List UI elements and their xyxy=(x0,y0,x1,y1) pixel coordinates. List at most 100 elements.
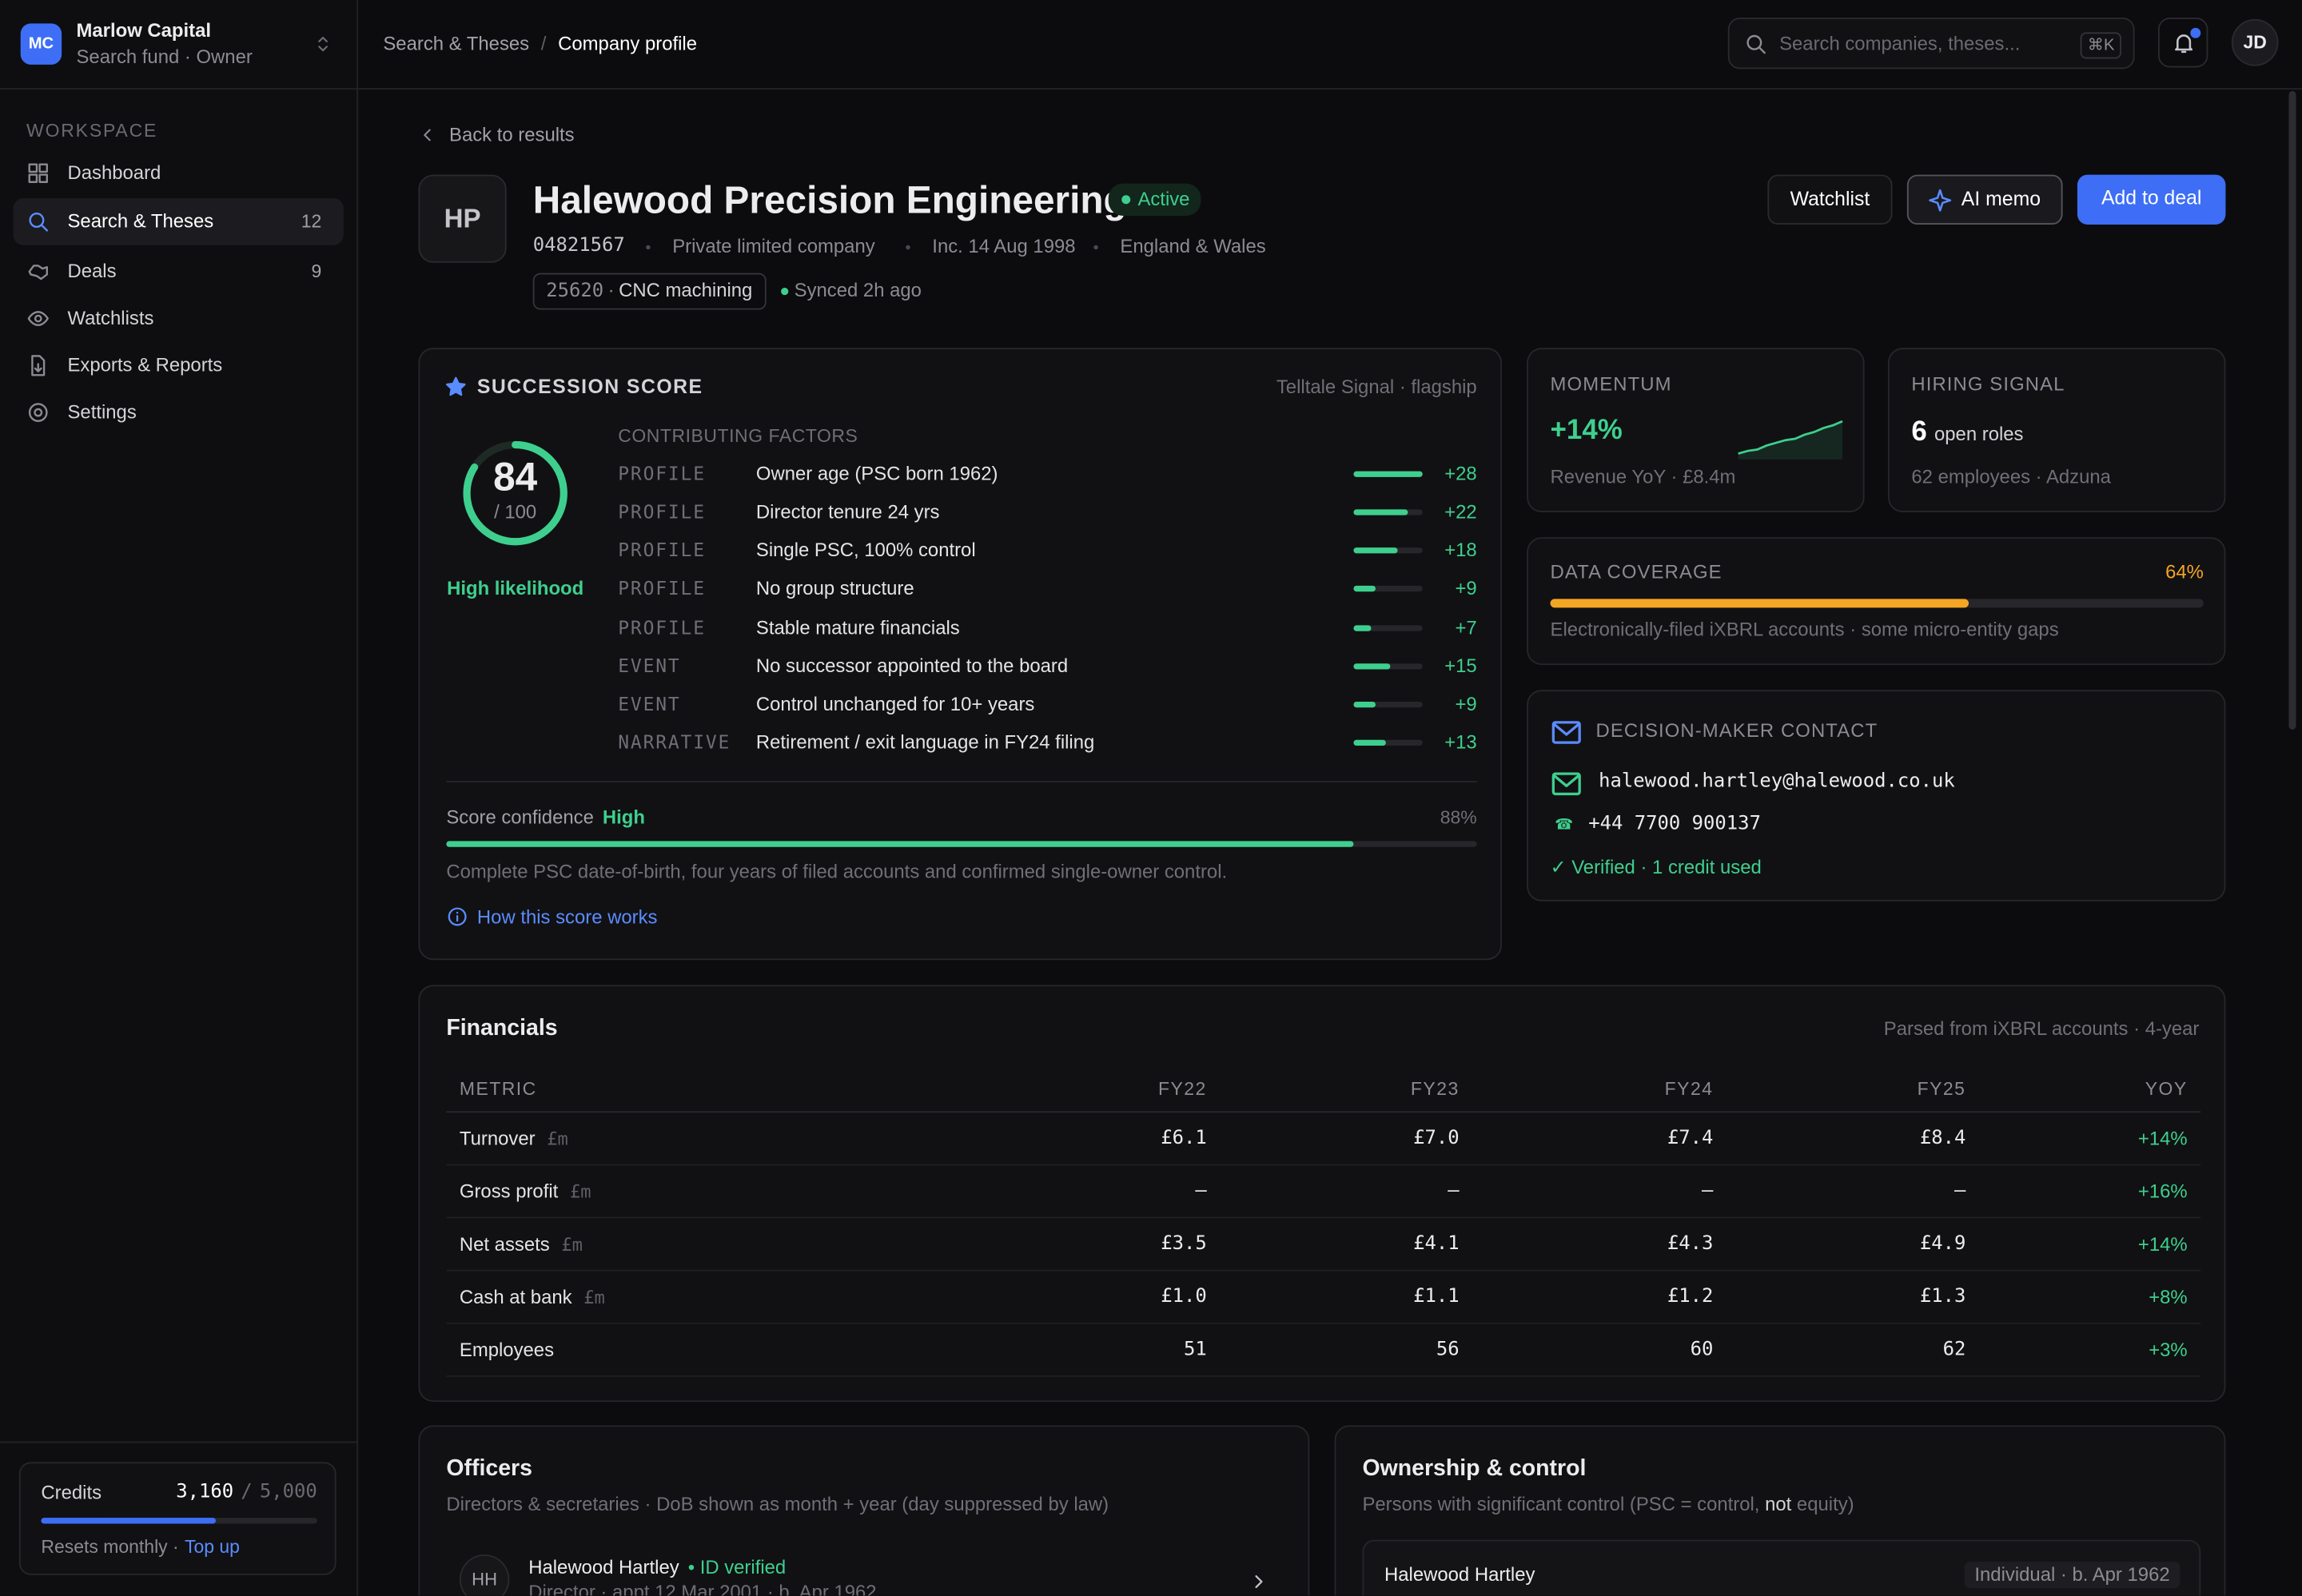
cell: £6.1 xyxy=(1161,1127,1207,1150)
action-button[interactable]: Watchlist xyxy=(1767,174,1893,225)
contact-phone: +44 7700 900137 xyxy=(1588,813,1761,836)
icon xyxy=(31,355,46,376)
coverage-value: 64% xyxy=(2165,560,2204,583)
icon xyxy=(27,311,49,327)
factor-value: +22 xyxy=(1444,500,1477,523)
icon-part xyxy=(28,403,48,422)
cell: – xyxy=(1954,1180,1966,1203)
factor-label: Director tenure 24 yrs xyxy=(755,500,940,523)
sidebar: MC Marlow Capital Search fund · Owner WORKS… xyxy=(0,0,359,1596)
count: 6 xyxy=(1911,416,1927,448)
back-link[interactable]: Back to results xyxy=(449,123,575,145)
card-title: SUCCESSION SCORE xyxy=(476,376,703,398)
column-header: FY23 xyxy=(1410,1078,1460,1100)
metric-unit: £m xyxy=(583,1287,605,1308)
icon xyxy=(448,907,467,926)
credits-used: 3,160 xyxy=(176,1481,234,1503)
nav-item[interactable]: Exports & Reports xyxy=(14,342,344,389)
nav-label: Search & Theses xyxy=(67,209,214,233)
verdict: High likelihood xyxy=(447,576,584,599)
nav-item[interactable]: Watchlists xyxy=(14,295,344,342)
breadcrumb-sep: / xyxy=(540,32,547,54)
row-rule xyxy=(446,1322,2201,1324)
score-ring xyxy=(463,440,568,546)
column-header: FY22 xyxy=(1158,1078,1207,1100)
icon-part xyxy=(34,314,42,323)
sparkline-line xyxy=(1738,420,1843,455)
column-header: FY25 xyxy=(1917,1078,1966,1100)
sic-code: 25620 xyxy=(546,280,604,303)
credits-reset: Resets monthly · xyxy=(41,1537,179,1558)
cell: £1.0 xyxy=(1161,1285,1207,1308)
score-value: 84 xyxy=(493,455,538,499)
divider xyxy=(0,88,359,90)
row-rule xyxy=(446,1269,2201,1272)
org-name: Marlow Capital xyxy=(76,18,212,42)
top-up-link[interactable]: Top up xyxy=(185,1537,240,1558)
credits-fill xyxy=(41,1518,216,1524)
action-button[interactable]: AI memo xyxy=(1906,174,2063,225)
factor-value: +7 xyxy=(1455,615,1477,639)
factor-bar xyxy=(1353,586,1376,592)
officer-name: Halewood Hartley • ID verified xyxy=(528,1554,786,1581)
cell: £1.2 xyxy=(1667,1285,1714,1308)
hiring-note: 62 employees · Adzuna xyxy=(1911,465,2111,488)
factor-kind: PROFILE xyxy=(618,615,706,639)
coverage-card: DATA COVERAGE 64% Electronically-filed iXB… xyxy=(1527,537,2226,666)
breadcrumb: Search & Theses / Company profile xyxy=(383,31,697,58)
succession-card: SUCCESSION SCORE Telltale Signal · flagsh… xyxy=(418,348,1502,961)
breadcrumb-item[interactable]: Search & Theses xyxy=(383,32,530,54)
icon-part xyxy=(1551,721,1581,744)
officer-detail: Director · appt 12 Mar 2001 · b. Apr 196… xyxy=(528,1581,877,1596)
metric: Cash at bank £m xyxy=(460,1284,605,1311)
nav-item[interactable]: Search & Theses 12 xyxy=(13,197,344,245)
cell: £7.4 xyxy=(1667,1127,1714,1150)
coverage-note: Electronically-filed iXBRL accounts · so… xyxy=(1550,618,2059,640)
icon xyxy=(28,163,48,183)
factor-value: +13 xyxy=(1444,730,1477,754)
metric-name: Cash at bank xyxy=(459,1285,572,1308)
card-source: Telltale Signal · flagship xyxy=(1276,376,1477,398)
meta-dot xyxy=(1093,245,1098,250)
factor-value: +15 xyxy=(1444,654,1477,677)
cell: £8.4 xyxy=(1919,1127,1966,1150)
column-header: METRIC xyxy=(459,1078,537,1100)
yoy: +14% xyxy=(2137,1127,2188,1150)
factor-track xyxy=(1353,624,1423,631)
sparkline xyxy=(1738,420,1843,460)
factor-bar xyxy=(1353,509,1408,515)
icon-part xyxy=(34,408,43,417)
nav-badge: 9 xyxy=(311,261,322,282)
icon-part xyxy=(1552,722,1580,736)
nav-label: Deals xyxy=(67,260,117,282)
factor-kind: PROFILE xyxy=(618,462,706,485)
nav-item[interactable]: Settings xyxy=(14,389,344,436)
subtitle-post: equity) xyxy=(1791,1492,1854,1515)
nav-item[interactable]: Dashboard xyxy=(14,149,344,197)
card-title: Officers xyxy=(446,1456,532,1482)
nav-item[interactable]: Deals 9 xyxy=(14,248,344,295)
score-help-link[interactable]: How this score works xyxy=(476,905,658,928)
psc-tag: Individual · b. Apr 1962 xyxy=(1964,1562,2181,1589)
unit: open roles xyxy=(1934,422,2024,445)
action-button[interactable]: Add to deal xyxy=(2077,174,2226,225)
factor-label: Owner age (PSC born 1962) xyxy=(755,462,998,485)
org-subtitle: Search fund · Owner xyxy=(76,45,253,68)
icon xyxy=(1929,189,1952,212)
sic-sep: · xyxy=(607,278,615,301)
factor-bar xyxy=(1353,624,1372,631)
divider xyxy=(0,1441,359,1443)
notifications[interactable] xyxy=(2157,18,2208,68)
cell: £4.9 xyxy=(1919,1232,1966,1256)
factor-value: +9 xyxy=(1455,577,1477,600)
cell: 51 xyxy=(1184,1339,1207,1361)
factor-label: Control unchanged for 10+ years xyxy=(755,692,1035,715)
icon-part xyxy=(318,37,328,52)
avatar[interactable]: JD xyxy=(2231,18,2279,66)
search-box[interactable]: Search companies, theses... ⌘K xyxy=(1727,18,2135,70)
confidence-value: 88% xyxy=(1440,807,1477,828)
metric: Turnover £m xyxy=(460,1126,568,1152)
icon-part xyxy=(2175,34,2193,51)
status-pill: Active xyxy=(1108,183,1202,216)
company-logo: HP xyxy=(418,174,507,263)
